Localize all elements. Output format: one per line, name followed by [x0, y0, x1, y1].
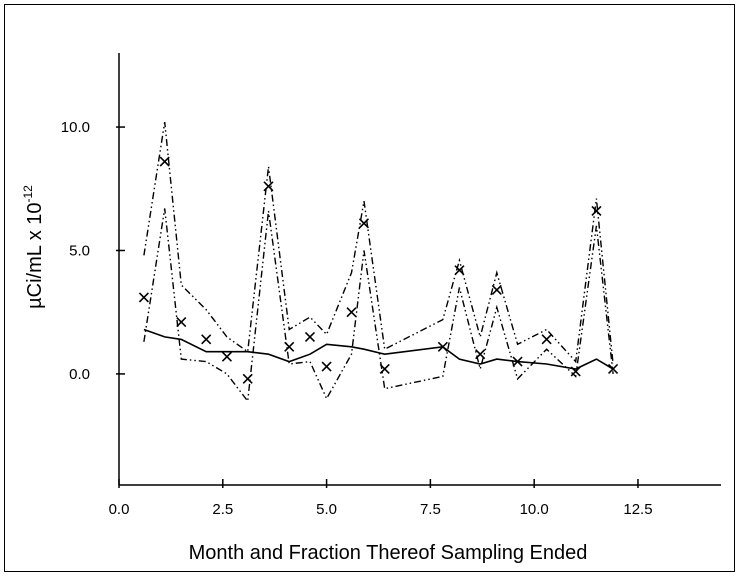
ticks-layer: 0.0 2.5 5.0 7.5 10.0 12.5 0.0 5.0 10.0: [61, 119, 653, 518]
marker-stroke: [242, 373, 253, 384]
axes: [118, 53, 721, 486]
data-point-x-marker: [358, 218, 370, 229]
marker-stroke: [284, 341, 295, 352]
data-point-x-marker: [138, 292, 149, 303]
marker-stroke: [138, 292, 149, 303]
data-point-x-marker: [591, 205, 602, 217]
data-point-x-marker: [263, 181, 274, 192]
data-point-x-marker: [607, 363, 619, 375]
data-point-x-marker: [491, 284, 502, 296]
y-axis-title: µCi/mL x 10-12: [21, 185, 46, 309]
series-layer: [138, 121, 619, 403]
data-point-x-marker: [201, 334, 212, 345]
y-tick-label: 0.0: [69, 366, 90, 383]
y-tick-label: 5.0: [69, 242, 90, 259]
series-line-solid: [143, 328, 614, 370]
marker-stroke: [346, 307, 357, 318]
marker-stroke: [607, 363, 619, 375]
y-axis-title-base: µCi/mL x 10: [24, 202, 46, 308]
data-point-x-marker: [454, 265, 465, 276]
x-tick-label: 10.0: [520, 501, 549, 518]
data-point-x-marker: [304, 331, 316, 342]
data-point-x-marker: [346, 307, 357, 318]
chart: 0.0 2.5 5.0 7.5 10.0 12.5 0.0 5.0 10.0 Month and…: [21, 53, 721, 564]
marker-stroke: [491, 284, 502, 296]
data-point-x-marker: [512, 356, 523, 367]
marker-stroke: [304, 331, 316, 342]
data-point-x-marker: [176, 317, 187, 328]
data-point-x-marker: [321, 361, 332, 372]
marker-stroke: [512, 356, 523, 367]
marker-stroke: [201, 334, 212, 345]
marker-stroke: [591, 205, 602, 217]
data-point-x-marker: [284, 341, 295, 352]
marker-stroke: [176, 317, 187, 328]
data-point-x-marker: [541, 334, 552, 345]
marker-stroke: [541, 334, 552, 345]
series-line-dash-dot-2: [143, 208, 614, 403]
marker-stroke: [475, 349, 486, 360]
series-line-dash-dot-1: [143, 121, 614, 365]
marker-stroke: [263, 181, 274, 192]
data-point-x-marker: [242, 373, 253, 384]
x-tick-label: 7.5: [420, 501, 441, 518]
chart-frame: 0.0 2.5 5.0 7.5 10.0 12.5 0.0 5.0 10.0 Month and…: [4, 4, 735, 572]
x-tick-label: 0.0: [109, 501, 130, 518]
marker-stroke: [159, 156, 170, 167]
data-point-x-marker: [379, 363, 390, 375]
marker-stroke: [221, 351, 233, 362]
y-tick-label: 10.0: [61, 119, 90, 136]
data-point-x-marker: [221, 351, 233, 362]
x-axis-title: Month and Fraction Thereof Sampling Ende…: [189, 542, 588, 564]
marker-stroke: [570, 366, 581, 377]
marker-stroke: [321, 361, 332, 372]
x-tick-label: 5.0: [316, 501, 337, 518]
data-point-x-marker: [159, 156, 170, 167]
marker-stroke: [454, 265, 465, 276]
data-point-x-marker: [570, 366, 581, 377]
marker-stroke: [358, 218, 370, 229]
marker-stroke: [379, 363, 390, 375]
x-tick-label: 12.5: [623, 501, 652, 518]
x-tick-label: 2.5: [212, 501, 233, 518]
data-point-x-marker: [437, 341, 448, 352]
y-axis-title-exponent: -12: [21, 185, 35, 203]
marker-stroke: [437, 341, 448, 352]
data-point-x-marker: [475, 349, 486, 360]
